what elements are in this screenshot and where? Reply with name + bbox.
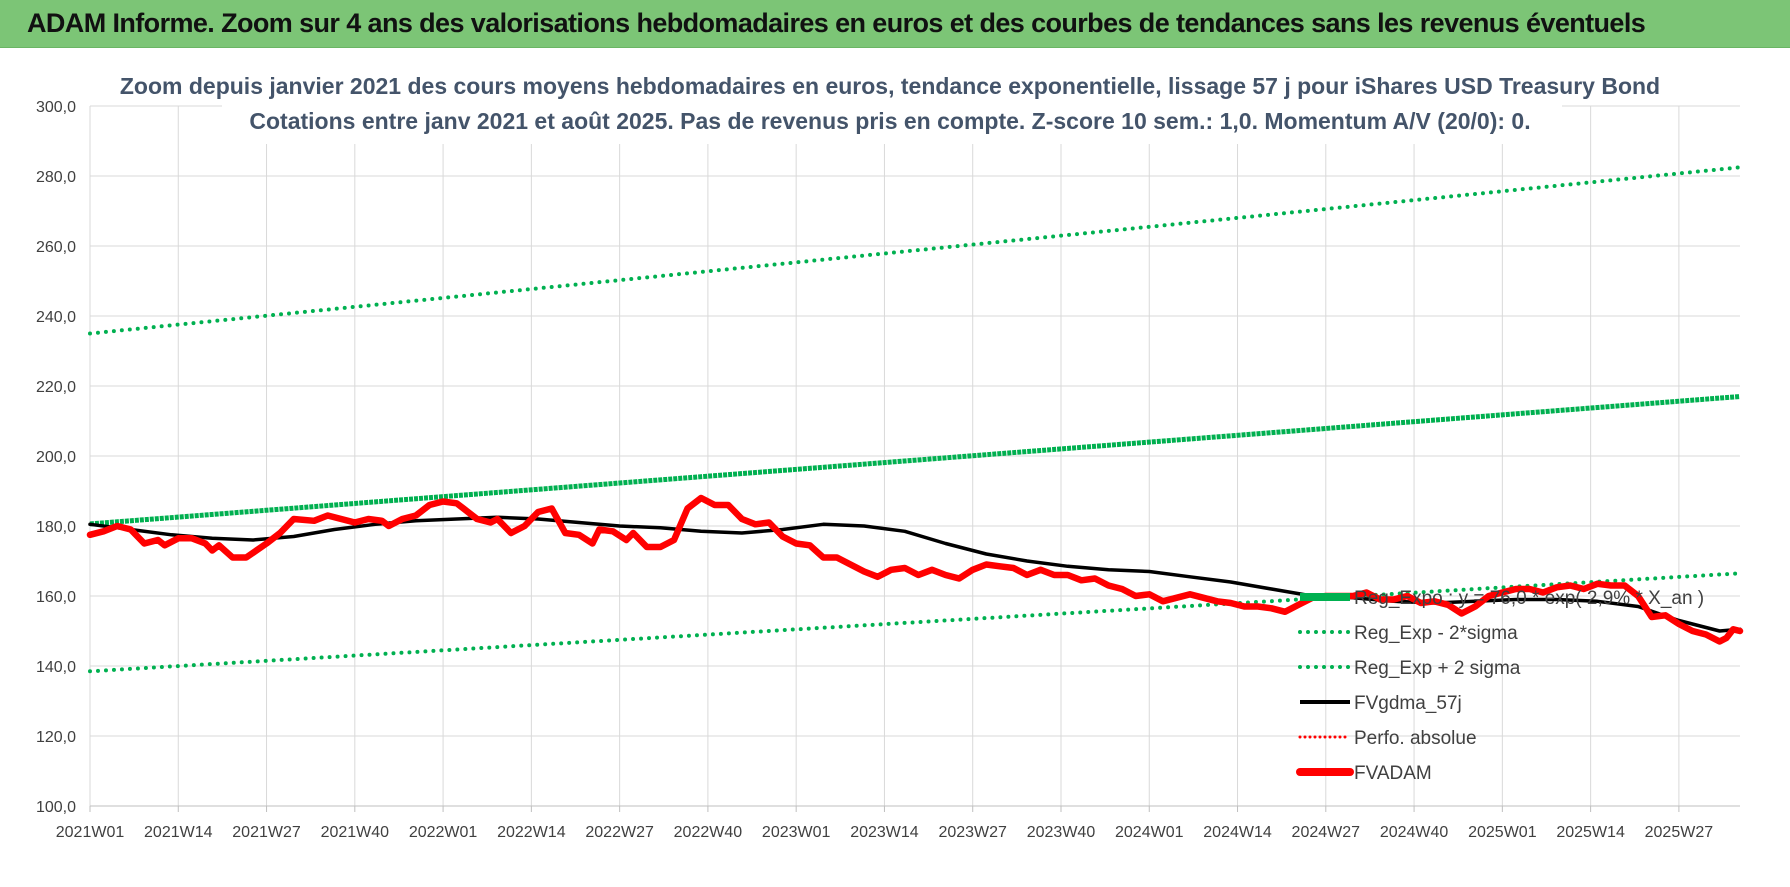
x-tick-label: 2024W27 xyxy=(1292,824,1361,841)
x-tick-label: 2022W14 xyxy=(497,824,566,841)
x-tick-label: 2023W01 xyxy=(762,824,831,841)
legend: Reg_Expo : y = 76,0 * exp( 2,9% * X_an )… xyxy=(1296,588,1704,784)
x-tick-label: 2024W14 xyxy=(1203,824,1272,841)
x-tick-label: 2021W01 xyxy=(56,824,125,841)
y-tick-label: 120,0 xyxy=(36,729,76,746)
chart-title-background xyxy=(222,68,1562,144)
legend-label: Reg_Exp - 2*sigma xyxy=(1354,623,1518,644)
y-axis-labels: 100,0 120,0 140,0 160,0 180,0 200,0 220,0 240,0… xyxy=(36,99,76,816)
x-tick-label: 2021W40 xyxy=(321,824,390,841)
y-tick-label: 160,0 xyxy=(36,589,76,606)
chart-background xyxy=(0,48,1790,887)
series-line xyxy=(88,571,1742,674)
series-line xyxy=(86,494,1744,645)
x-tick-label: 2022W27 xyxy=(585,824,654,841)
chart-title-line-2: Cotations entre janv 2021 et août 2025. … xyxy=(249,108,1530,134)
legend-label: Reg_Expo : y = 76,0 * exp( 2,9% * X_an ) xyxy=(1354,588,1704,609)
chart-title-line-1: Zoom depuis janvier 2021 des cours moyen… xyxy=(120,73,1660,99)
legend-label: Reg_Exp + 2 sigma xyxy=(1354,658,1521,679)
chart-title: Zoom depuis janvier 2021 des cours moyen… xyxy=(120,68,1660,144)
x-tick-label: 2023W40 xyxy=(1027,824,1096,841)
x-axis-labels: 2021W01 2021W14 2021W27 2021W40 2022W01 2022W… xyxy=(56,824,1713,841)
y-tick-label: 220,0 xyxy=(36,379,76,396)
x-tick-label: 2023W27 xyxy=(938,824,1007,841)
y-tick-label: 240,0 xyxy=(36,309,76,326)
legend-label: Perfo. absolue xyxy=(1354,728,1477,749)
y-tick-label: 180,0 xyxy=(36,519,76,536)
y-tick-label: 300,0 xyxy=(36,99,76,116)
x-tick-label: 2025W01 xyxy=(1468,824,1537,841)
y-tick-label: 260,0 xyxy=(36,239,76,256)
x-tick-label: 2023W14 xyxy=(850,824,919,841)
x-tick-label: 2024W01 xyxy=(1115,824,1184,841)
y-tick-label: 100,0 xyxy=(36,799,76,816)
x-tick-label: 2025W27 xyxy=(1645,824,1714,841)
y-tick-label: 280,0 xyxy=(36,169,76,186)
x-tick-label: 2024W40 xyxy=(1380,824,1449,841)
banner-title: ADAM Informe. Zoom sur 4 ans des valoris… xyxy=(27,8,1646,38)
legend-label: FVgdma_57j xyxy=(1354,693,1462,714)
y-tick-label: 140,0 xyxy=(36,659,76,676)
report-banner: ADAM Informe. Zoom sur 4 ans des valoris… xyxy=(0,0,1790,48)
x-tick-label: 2025W14 xyxy=(1556,824,1625,841)
x-tick-label: 2021W14 xyxy=(144,824,213,841)
x-tick-label: 2021W27 xyxy=(232,824,301,841)
series-lines xyxy=(86,165,1744,674)
legend-label: FVADAM xyxy=(1354,763,1432,784)
series-line xyxy=(89,394,1741,527)
gridlines xyxy=(89,105,1740,812)
y-tick-label: 200,0 xyxy=(36,449,76,466)
x-tick-label: 2022W40 xyxy=(674,824,743,841)
x-tick-label: 2022W01 xyxy=(409,824,478,841)
